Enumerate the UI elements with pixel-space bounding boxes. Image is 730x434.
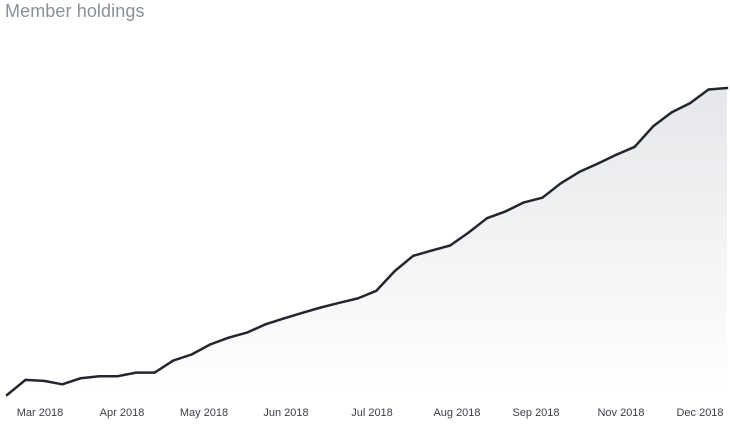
x-tick-label: Dec 2018 xyxy=(676,407,723,419)
x-tick-label: Mar 2018 xyxy=(17,407,63,419)
data-point xyxy=(356,297,359,300)
data-point xyxy=(485,217,489,220)
data-point xyxy=(282,317,286,320)
data-point xyxy=(319,306,322,309)
data-point xyxy=(541,196,544,199)
data-point xyxy=(61,383,64,386)
plot-area xyxy=(5,86,729,397)
data-point xyxy=(596,162,599,165)
data-point xyxy=(652,125,655,128)
data-point xyxy=(467,231,470,234)
data-point xyxy=(24,378,27,382)
data-point xyxy=(448,244,452,247)
data-point xyxy=(79,377,83,380)
data-point xyxy=(338,301,341,304)
data-point xyxy=(504,210,507,213)
data-point xyxy=(707,88,710,91)
series-line xyxy=(5,86,729,397)
data-point xyxy=(670,111,673,114)
data-point xyxy=(264,323,267,326)
data-point xyxy=(245,331,249,334)
chart-title: Member holdings xyxy=(5,1,145,21)
x-tick-label: Nov 2018 xyxy=(597,407,644,419)
data-point xyxy=(725,86,729,90)
x-tick-label: Aug 2018 xyxy=(433,407,480,419)
data-point xyxy=(301,311,304,314)
data-point xyxy=(135,371,138,374)
x-tick-label: Jun 2018 xyxy=(263,407,308,419)
x-tick-label: Jul 2018 xyxy=(351,407,393,419)
data-point xyxy=(375,289,378,293)
x-tick-label: Apr 2018 xyxy=(100,407,145,419)
data-point xyxy=(688,101,692,105)
x-axis: Mar 2018 Apr 2018 May 2018 Jun 2018 Jul 2018… xyxy=(17,407,724,419)
data-point xyxy=(153,371,156,374)
data-point xyxy=(98,375,101,378)
x-tick-label: Sep 2018 xyxy=(512,407,559,419)
data-point xyxy=(615,153,618,156)
data-point xyxy=(227,336,230,339)
data-point xyxy=(633,145,636,148)
data-point xyxy=(559,182,562,185)
data-point xyxy=(412,254,415,257)
data-point xyxy=(116,375,120,378)
data-point xyxy=(172,359,175,362)
data-point xyxy=(430,249,433,252)
series-area-fill xyxy=(7,88,727,395)
x-tick-label: May 2018 xyxy=(180,407,228,419)
data-point xyxy=(5,393,9,397)
data-point xyxy=(393,269,396,273)
data-point xyxy=(208,343,212,346)
data-point xyxy=(190,353,193,356)
data-point xyxy=(578,170,581,174)
data-point xyxy=(522,201,526,204)
data-point xyxy=(42,379,46,383)
